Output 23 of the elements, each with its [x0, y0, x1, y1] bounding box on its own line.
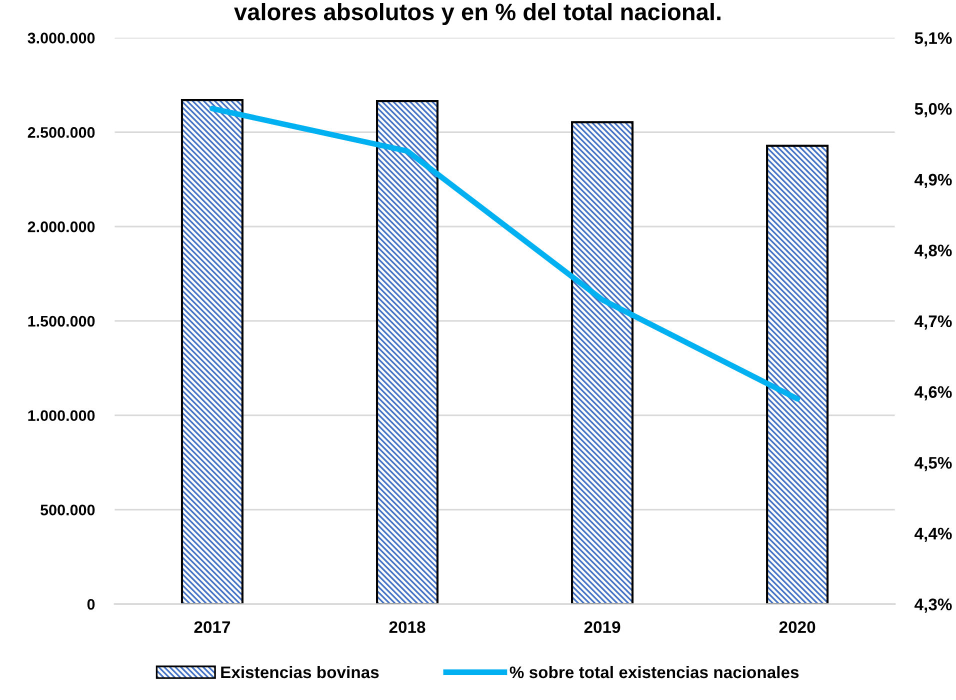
chart-title: valores absolutos y en % del total nacional. — [234, 2, 720, 26]
y2-tick-label: 4,8% — [914, 244, 952, 259]
y-tick-label: 2.500.000 — [28, 127, 95, 138]
y-tick-label: 2.000.000 — [28, 221, 95, 232]
x-tick-label: 2018 — [389, 621, 426, 634]
y2-tick-label: 4,6% — [914, 386, 952, 400]
y2-tick-label: 4,4% — [914, 528, 952, 542]
x-tick-label: 2020 — [779, 621, 816, 634]
y-tick-label: 1.000.000 — [28, 410, 95, 422]
y2-tick-label: 5,1% — [914, 32, 952, 46]
legend-label: % sobre total existencias nacionales — [510, 666, 799, 678]
x-tick-label: 2019 — [584, 621, 620, 634]
y2-tick-label: 4,5% — [914, 456, 952, 472]
y2-tick-label: 4,7% — [914, 315, 952, 330]
x-tick-label: 2017 — [194, 621, 230, 634]
y2-tick-label: 4,3% — [914, 598, 952, 613]
y-tick-label: 3.000.000 — [28, 32, 95, 44]
y2-tick-label: 4,9% — [914, 174, 952, 188]
y-tick-label: 1.500.000 — [28, 316, 95, 327]
y-tick-label: 500.000 — [40, 504, 95, 516]
y2-tick-label: 5,0% — [914, 102, 952, 118]
legend-label: Existencias bovinas — [221, 666, 379, 678]
y-tick-label: 0 — [87, 598, 95, 610]
